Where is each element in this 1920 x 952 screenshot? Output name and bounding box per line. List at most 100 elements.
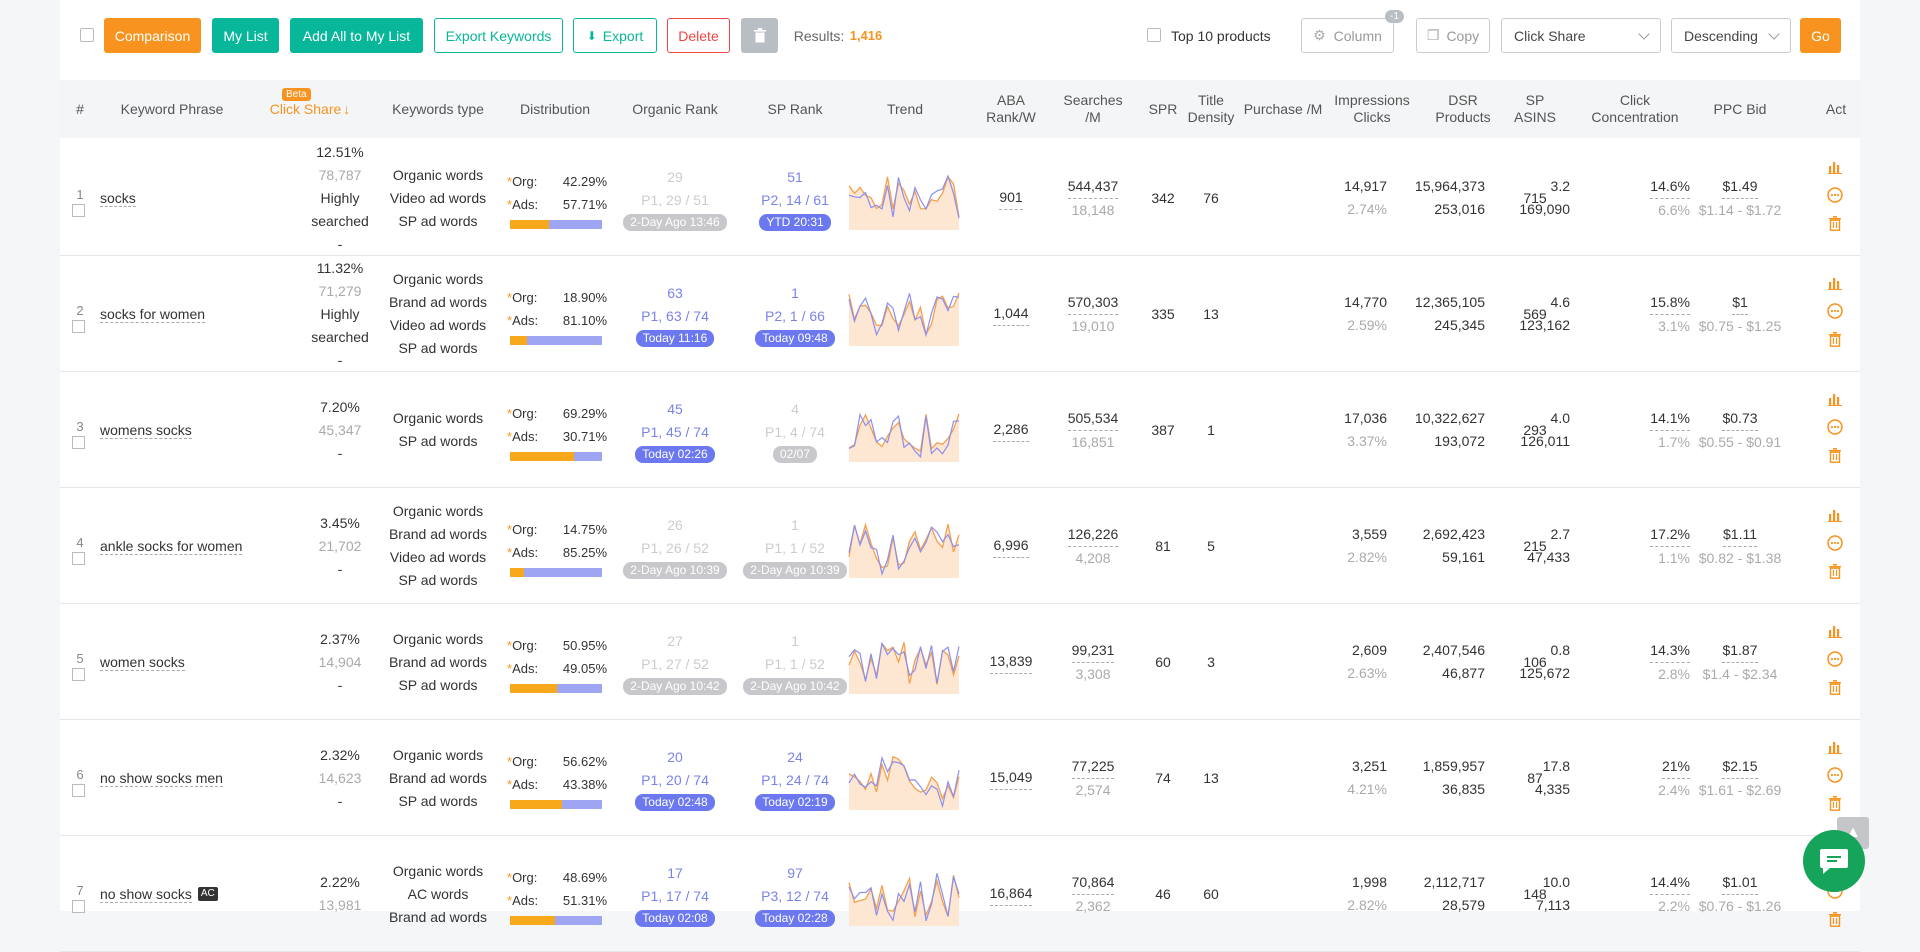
- more-options-icon[interactable]: [1827, 767, 1843, 783]
- col-purchase[interactable]: Purchase /M: [1243, 100, 1323, 117]
- monthly-searches[interactable]: 570,303: [1067, 291, 1119, 315]
- click-concentration-value[interactable]: 14.1%: [1650, 407, 1690, 431]
- col-spr[interactable]: SPR: [1148, 100, 1178, 117]
- sort-field-select[interactable]: Click Share: [1501, 18, 1661, 53]
- comparison-button[interactable]: Comparison: [104, 18, 201, 53]
- trend-chart[interactable]: [848, 282, 960, 346]
- bar-chart-icon[interactable]: [1828, 392, 1842, 406]
- more-options-icon[interactable]: [1827, 187, 1843, 203]
- ppc-bid-value[interactable]: $1.49: [1722, 175, 1758, 199]
- aba-rank-value[interactable]: 901: [999, 186, 1023, 210]
- aba-rank-cell[interactable]: 2,286: [976, 372, 1046, 488]
- col-dsr-products[interactable]: DSR Products: [1435, 92, 1491, 125]
- row-checkbox[interactable]: [72, 436, 85, 449]
- keyword-phrase[interactable]: socks for women: [100, 256, 206, 372]
- ppc-bid-value[interactable]: $1.11: [1723, 523, 1757, 547]
- top10-checkbox[interactable]: [1147, 28, 1161, 42]
- click-concentration-value[interactable]: 14.4%: [1650, 871, 1690, 895]
- aba-rank-cell[interactable]: 6,996: [976, 488, 1046, 604]
- delete-icon[interactable]: [1828, 564, 1842, 579]
- delete-icon[interactable]: [1828, 796, 1842, 811]
- keyword-link[interactable]: socks: [100, 189, 136, 207]
- bar-chart-icon[interactable]: [1828, 276, 1842, 290]
- organic-rank-cell[interactable]: 17 P1, 17 / 74 Today 02:08: [620, 836, 730, 952]
- aba-rank-value[interactable]: 6,996: [993, 534, 1029, 558]
- sp-rank-cell[interactable]: 4 P1, 4 / 74 02/07: [740, 372, 850, 488]
- export-button[interactable]: ⬇ Export: [573, 18, 657, 53]
- col-searches[interactable]: Searches /M: [1063, 92, 1123, 125]
- my-list-button[interactable]: My List: [212, 18, 279, 53]
- delete-icon[interactable]: [1828, 448, 1842, 463]
- trash-button[interactable]: [741, 18, 778, 53]
- col-ppc-bid[interactable]: PPC Bid: [1713, 100, 1767, 117]
- delete-icon[interactable]: [1828, 680, 1842, 695]
- organic-rank-cell[interactable]: 45 P1, 45 / 74 Today 02:26: [620, 372, 730, 488]
- monthly-searches[interactable]: 77,225: [1071, 755, 1115, 779]
- sp-rank-cell[interactable]: 24 P1, 24 / 74 Today 02:19: [740, 720, 850, 836]
- delete-icon[interactable]: [1828, 216, 1842, 231]
- col-distribution[interactable]: Distribution: [519, 100, 591, 117]
- trend-chart[interactable]: [848, 514, 960, 578]
- sort-order-select[interactable]: Descending: [1671, 18, 1791, 53]
- chat-button[interactable]: [1803, 830, 1865, 892]
- col-sp-rank[interactable]: SP Rank: [767, 100, 823, 117]
- aba-rank-cell[interactable]: 15,049: [976, 720, 1046, 836]
- ppc-bid-value[interactable]: $1.87: [1722, 639, 1758, 663]
- delete-button[interactable]: Delete: [667, 18, 730, 53]
- aba-rank-cell[interactable]: 13,839: [976, 604, 1046, 720]
- more-options-icon[interactable]: [1827, 651, 1843, 667]
- ppc-bid-value[interactable]: $1: [1732, 291, 1748, 315]
- col-click-concentration[interactable]: Click Concentration: [1591, 92, 1679, 125]
- col-click-share[interactable]: Click Share ↓: [250, 80, 370, 138]
- keyword-link[interactable]: socks for women: [100, 305, 206, 323]
- keyword-link[interactable]: ankle socks for women: [100, 537, 243, 555]
- aba-rank-value[interactable]: 2,286: [993, 418, 1029, 442]
- aba-rank-value[interactable]: 13,839: [989, 650, 1033, 674]
- row-checkbox[interactable]: [72, 204, 85, 217]
- column-button[interactable]: ⚙ Column: [1301, 18, 1394, 53]
- trend-chart[interactable]: [848, 746, 960, 810]
- col-title-density[interactable]: Title Density: [1187, 92, 1235, 125]
- sp-rank-cell[interactable]: 1 P2, 1 / 66 Today 09:48: [740, 256, 850, 372]
- keyword-link[interactable]: womens socks: [100, 421, 192, 439]
- aba-rank-cell[interactable]: 1,044: [976, 256, 1046, 372]
- keyword-link[interactable]: no show socks: [100, 885, 192, 903]
- delete-icon[interactable]: [1828, 332, 1842, 347]
- col-aba-rank[interactable]: ABA Rank/W: [986, 92, 1036, 125]
- keyword-phrase[interactable]: no show socks men: [100, 720, 223, 836]
- keyword-link[interactable]: women socks: [100, 653, 185, 671]
- copy-button[interactable]: ❐ Copy: [1416, 18, 1490, 53]
- ppc-bid-value[interactable]: $2.15: [1722, 755, 1758, 779]
- aba-rank-value[interactable]: 1,044: [993, 302, 1029, 326]
- col-organic-rank[interactable]: Organic Rank: [632, 100, 718, 117]
- monthly-searches[interactable]: 70,864: [1071, 871, 1115, 895]
- row-checkbox[interactable]: [72, 552, 85, 565]
- sp-rank-cell[interactable]: 97 P3, 12 / 74 Today 02:28: [740, 836, 850, 952]
- select-all-checkbox[interactable]: [80, 28, 94, 42]
- organic-rank-cell[interactable]: 20 P1, 20 / 74 Today 02:48: [620, 720, 730, 836]
- row-checkbox[interactable]: [72, 900, 85, 913]
- more-options-icon[interactable]: [1827, 303, 1843, 319]
- keyword-phrase[interactable]: women socks: [100, 604, 185, 720]
- col-impressions-clicks[interactable]: Impressions Clicks: [1334, 92, 1410, 125]
- sp-rank-cell[interactable]: 1 P1, 1 / 52 2-Day Ago 10:42: [740, 604, 850, 720]
- monthly-searches[interactable]: 99,231: [1071, 639, 1115, 663]
- bar-chart-icon[interactable]: [1828, 160, 1842, 174]
- ppc-bid-value[interactable]: $0.73: [1722, 407, 1758, 431]
- row-checkbox[interactable]: [72, 668, 85, 681]
- monthly-searches[interactable]: 544,437: [1067, 175, 1119, 199]
- row-checkbox[interactable]: [72, 784, 85, 797]
- click-concentration-value[interactable]: 14.6%: [1650, 175, 1690, 199]
- keyword-phrase[interactable]: womens socks: [100, 372, 192, 488]
- trend-chart[interactable]: [848, 166, 960, 230]
- click-concentration-value[interactable]: 14.3%: [1650, 639, 1690, 663]
- row-checkbox[interactable]: [72, 320, 85, 333]
- keyword-phrase[interactable]: socks: [100, 140, 136, 256]
- col-keyword-phrase[interactable]: Keyword Phrase: [120, 100, 224, 117]
- monthly-searches[interactable]: 126,226: [1067, 523, 1119, 547]
- organic-rank-cell[interactable]: 27 P1, 27 / 52 2-Day Ago 10:42: [620, 604, 730, 720]
- trend-chart[interactable]: [848, 398, 960, 462]
- aba-rank-cell[interactable]: 16,864: [976, 836, 1046, 952]
- more-options-icon[interactable]: [1827, 419, 1843, 435]
- aba-rank-cell[interactable]: 901: [976, 140, 1046, 256]
